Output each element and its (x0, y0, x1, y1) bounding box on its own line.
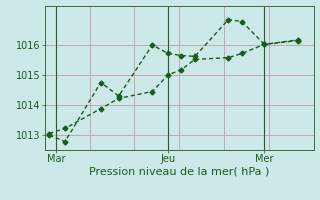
X-axis label: Pression niveau de la mer( hPa ): Pression niveau de la mer( hPa ) (89, 167, 269, 177)
